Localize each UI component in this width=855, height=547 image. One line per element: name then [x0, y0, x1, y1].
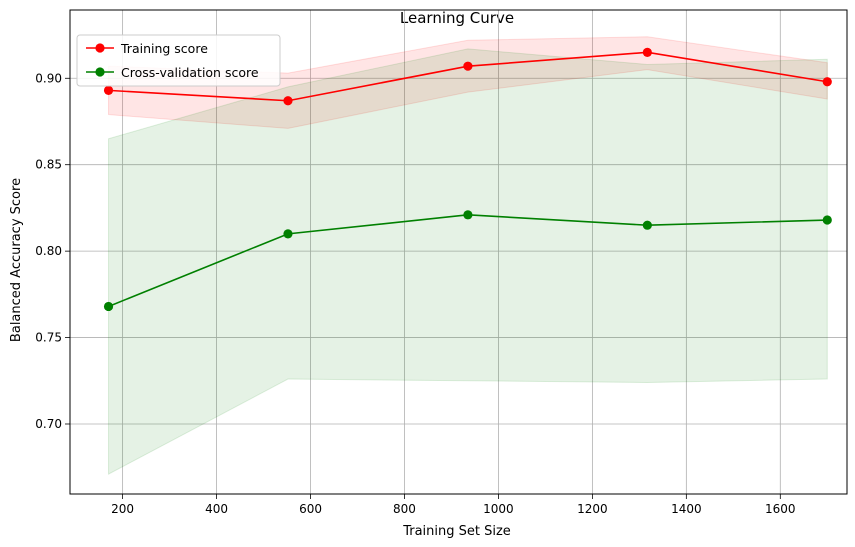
x-tick-label: 1200: [577, 502, 608, 516]
point-training: [103, 85, 114, 95]
series-points: [103, 47, 832, 312]
y-tick-label: 0.70: [35, 417, 62, 431]
point-cross-validation: [103, 301, 114, 312]
y-axis-ticks: 0.70 0.75 0.80 0.85 0.90: [35, 71, 70, 431]
point-training: [642, 47, 652, 57]
x-tick-label: 200: [111, 502, 134, 516]
legend-box: [76, 34, 281, 87]
legend-marker-training: [95, 43, 105, 53]
point-training: [463, 61, 473, 71]
point-cross-validation: [463, 210, 473, 220]
point-cross-validation: [283, 229, 293, 239]
y-tick-label: 0.75: [35, 331, 62, 345]
x-axis-ticks: 200 400 600 800 1000 1200 1400 1600: [111, 494, 796, 516]
chart-title: Learning Curve: [400, 9, 514, 27]
point-cross-validation: [642, 220, 652, 230]
y-axis-label: Balanced Accuracy Score: [9, 178, 24, 342]
x-tick-label: 400: [205, 502, 228, 516]
x-tick-label: 800: [393, 502, 416, 516]
point-cross-validation: [822, 215, 832, 225]
x-axis-label: Training Set Size: [402, 524, 511, 539]
x-tick-label: 1400: [671, 502, 702, 516]
point-training: [822, 77, 832, 87]
confidence-bands: [108, 36, 828, 475]
legend-label-cross-validation: Cross-validation score: [121, 65, 259, 80]
legend: Training score Cross-validation score: [76, 34, 281, 87]
y-tick-label: 0.90: [35, 71, 62, 85]
band-cross-validation: [108, 48, 828, 475]
legend-label-training: Training score: [120, 41, 208, 56]
x-tick-label: 1600: [765, 502, 796, 516]
x-tick-label: 600: [299, 502, 322, 516]
y-tick-label: 0.85: [35, 158, 62, 172]
x-tick-label: 1000: [483, 502, 514, 516]
plot-frame: [69, 9, 848, 495]
y-tick-label: 0.80: [35, 244, 62, 258]
legend-marker-cross-validation: [95, 67, 105, 77]
grid: [70, 10, 847, 494]
point-training: [283, 96, 293, 106]
band-training: [108, 36, 828, 129]
